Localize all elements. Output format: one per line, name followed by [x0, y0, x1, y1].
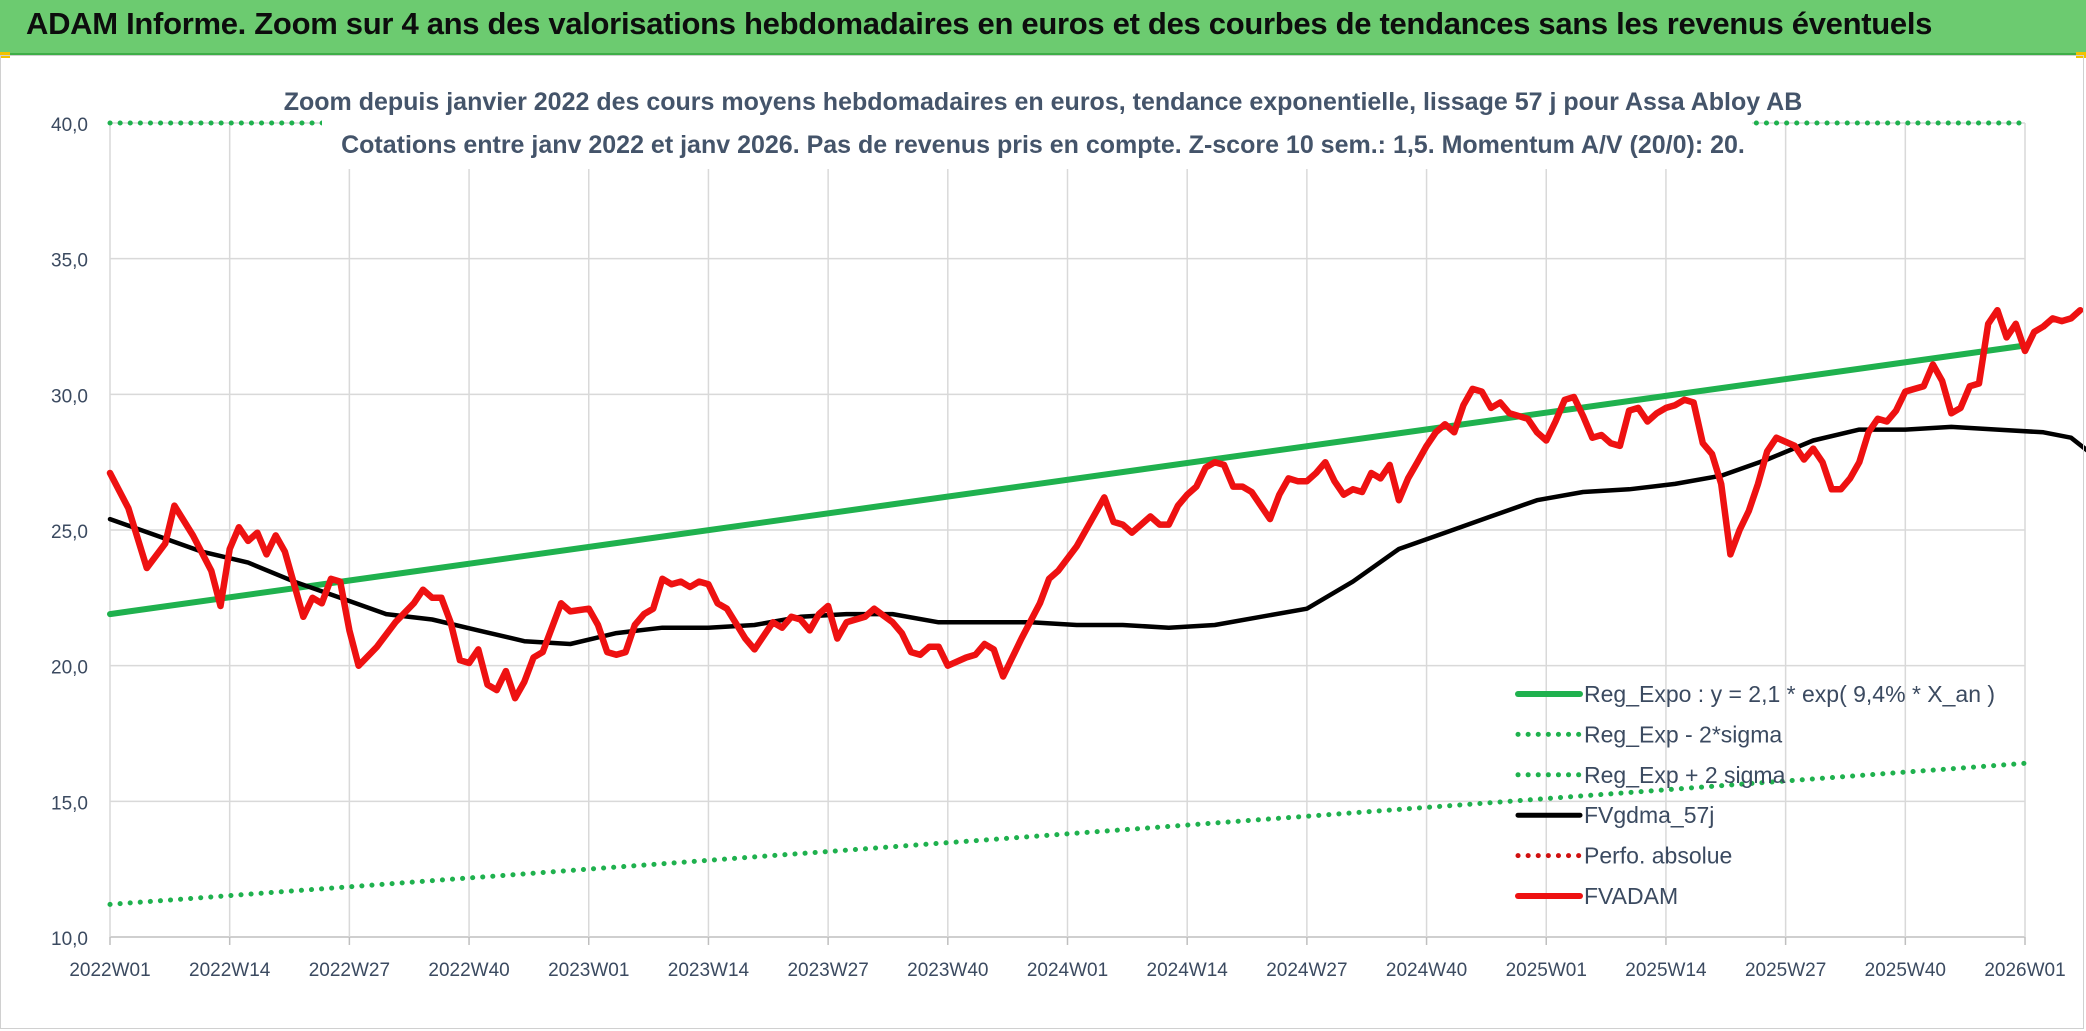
legend-label: FVADAM [1584, 883, 1678, 909]
x-tick-label: 2024W27 [1266, 960, 1347, 981]
legend-label: Perfo. absolue [1584, 843, 1732, 869]
chart-subtitle: Cotations entre janv 2022 et janv 2026. … [341, 131, 1745, 159]
y-tick-label: 10,0 [51, 929, 88, 950]
chart-title: Zoom depuis janvier 2022 des cours moyen… [284, 88, 1803, 116]
x-tick-label: 2025W27 [1745, 960, 1826, 981]
legend-label: Reg_Exp - 2*sigma [1584, 721, 1782, 747]
trend-minus-2sigma-line [107, 760, 2028, 907]
x-axis-ticks: 2022W01 2022W14 2022W27 2022W40 2023W01 2023W… [69, 960, 2065, 981]
y-tick-label: 15,0 [51, 793, 88, 814]
legend-label: Reg_Exp + 2 sigma [1584, 762, 1786, 788]
x-tick-label: 2023W27 [787, 960, 868, 981]
x-tick-label: 2022W40 [428, 960, 509, 981]
y-tick-label: 35,0 [51, 251, 88, 272]
smoothed-line [107, 424, 2086, 647]
x-tick-label: 2023W01 [548, 960, 629, 981]
y-tick-label: 25,0 [51, 522, 88, 543]
x-tick-label: 2022W27 [309, 960, 390, 981]
report-title: ADAM Informe. Zoom sur 4 ans des valoris… [26, 6, 1933, 41]
x-tick-label: 2024W40 [1386, 960, 1467, 981]
legend-label: FVgdma_57j [1584, 802, 1714, 828]
x-tick-label: 2025W40 [1865, 960, 1946, 981]
trend-line [107, 342, 2028, 618]
chart-legend: Reg_Expo : y = 2,1 * exp( 9,4% * X_an ) R… [1515, 681, 1995, 909]
x-tick-label: 2025W01 [1506, 960, 1587, 981]
report-banner: ADAM Informe. Zoom sur 4 ans des valoris… [0, 0, 2086, 55]
x-tick-label: 2022W01 [69, 960, 150, 981]
line-chart: 10,015,020,025,030,035,040,0 2022W01 2022… [51, 77, 2086, 981]
x-tick-label: 2022W14 [189, 960, 271, 981]
x-tick-label: 2026W01 [1984, 960, 2065, 981]
legend-label: Reg_Expo : y = 2,1 * exp( 9,4% * X_an ) [1584, 681, 1995, 707]
y-axis-ticks: 10,0 15,0 20,0 25,0 30,0 35,0 40,0 [51, 115, 88, 950]
x-tick-label: 2023W40 [907, 960, 988, 981]
y-tick-label: 40,0 [51, 115, 88, 136]
x-tick-label: 2024W01 [1027, 960, 1108, 981]
price-line [106, 306, 2084, 702]
x-tick-label: 2025W14 [1625, 960, 1707, 981]
chart-grid [109, 122, 2026, 945]
x-tick-label: 2023W14 [668, 960, 750, 981]
chart-title-box [322, 77, 1752, 169]
y-tick-label: 30,0 [51, 386, 88, 407]
y-tick-label: 20,0 [51, 658, 88, 679]
x-tick-label: 2024W14 [1147, 960, 1229, 981]
